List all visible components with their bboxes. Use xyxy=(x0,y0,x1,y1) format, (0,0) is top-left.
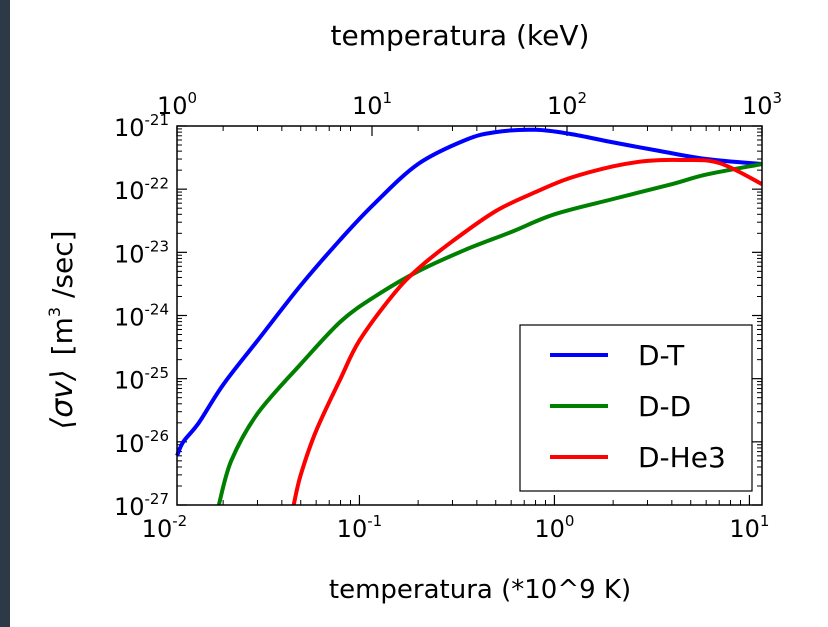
x-tick-label: 10-1 xyxy=(337,512,383,543)
series-line-d-he3 xyxy=(291,157,763,506)
y-tick-label: 10-23 xyxy=(114,238,169,269)
top-tick-label: 100 xyxy=(157,89,197,120)
top-tick-label: 102 xyxy=(547,89,587,120)
y-tick-label: 10-27 xyxy=(114,490,169,521)
series-line-d-t xyxy=(175,127,763,457)
x-tick-label: 100 xyxy=(534,512,574,543)
y-tick-label: 10-25 xyxy=(114,364,169,395)
x-tick-label: 10-2 xyxy=(142,512,188,543)
legend-label: D-He3 xyxy=(638,441,726,474)
top-tick-label: 101 xyxy=(352,89,392,120)
chart: temperatura (keV) temperatura (*10^9 K) … xyxy=(45,19,782,605)
y-axis-title: ⟨σv⟩ [m3 /sec] xyxy=(45,230,80,429)
top-axis-title: temperatura (keV) xyxy=(331,19,590,52)
x-tick-label: 101 xyxy=(729,512,769,543)
y-tick-label: 10-24 xyxy=(114,301,169,332)
y-axis-unit-exp: 3 xyxy=(45,307,64,317)
legend-label: D-T xyxy=(638,339,685,372)
x-axis-title: temperatura (*10^9 K) xyxy=(329,575,631,605)
y-axis-unit-prefix: [m xyxy=(46,317,79,355)
figure-background: temperatura (keV) temperatura (*10^9 K) … xyxy=(10,0,828,627)
svg-text:⟨σv⟩[m3 /sec]: ⟨σv⟩ [m3 /sec] xyxy=(45,230,80,429)
y-tick-label: 10-26 xyxy=(114,427,169,458)
series-line-d-d xyxy=(216,162,763,506)
plot-area xyxy=(176,125,763,506)
y-tick-label: 10-22 xyxy=(114,174,169,205)
y-axis-unit-suffix: /sec] xyxy=(46,230,79,306)
legend-label: D-D xyxy=(638,390,691,423)
y-tick-label: 10-21 xyxy=(114,111,169,142)
top-tick-label: 103 xyxy=(742,89,782,120)
y-axis-symbol: ⟨σv⟩ xyxy=(45,369,80,429)
